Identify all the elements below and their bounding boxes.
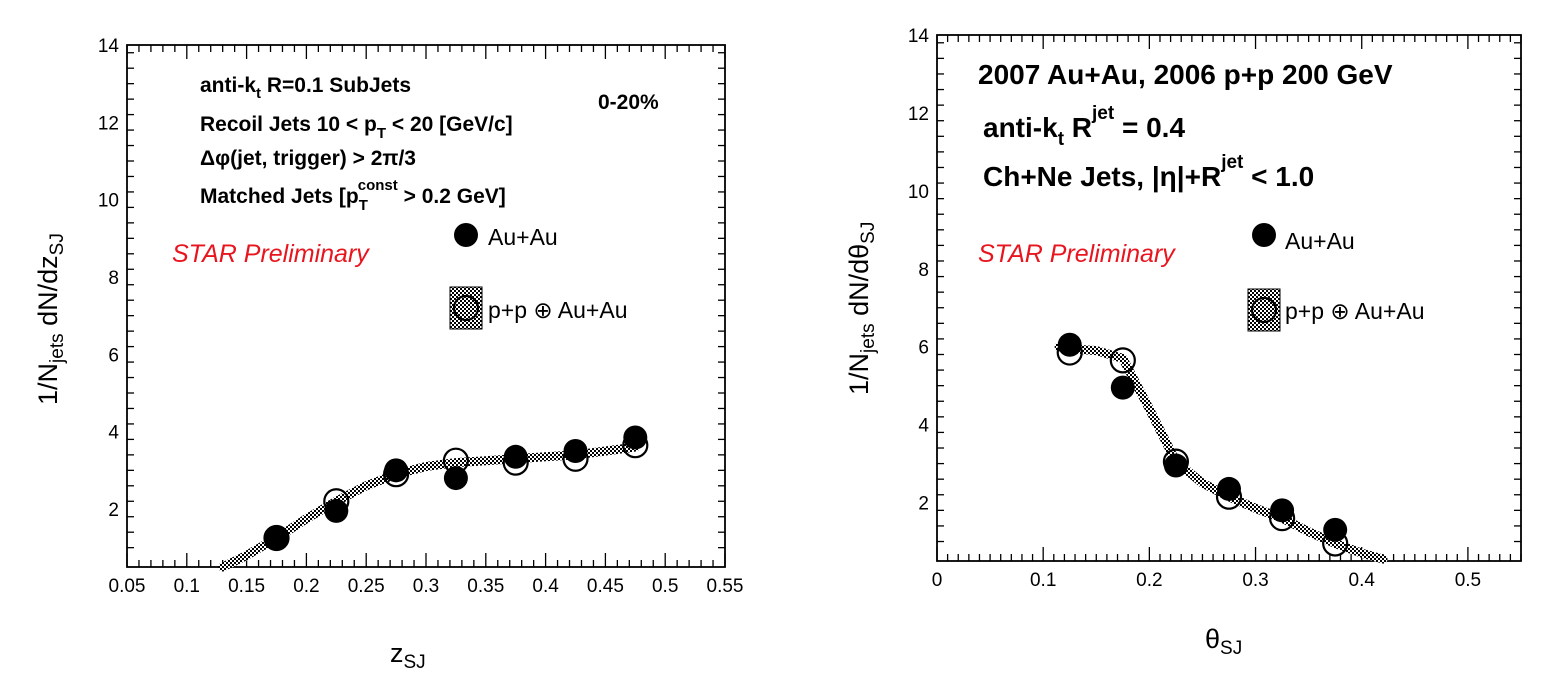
left-legend-label-pp: p+p ⊕ Au+Au: [488, 297, 628, 323]
left-y-tick-label: 6: [108, 345, 119, 366]
left-x-tick-label: 0.3: [413, 576, 439, 597]
left-plot-marks: [263, 425, 649, 552]
right-auau-point: [1163, 453, 1188, 478]
right-legend-marker-pp: [1250, 296, 1278, 324]
left-auau-point: [384, 458, 409, 483]
left-x-tick-label: 0.1: [174, 576, 200, 597]
right-y-tick-label: 6: [918, 338, 929, 359]
left-x-tick-label: 0.15: [228, 576, 265, 597]
right-x-tick-label: 0.5: [1455, 570, 1481, 591]
left-x-tick-label: 0.05: [109, 576, 146, 597]
left-systematic-band: [218, 442, 640, 572]
right-plot: 0 0.1 0.2 0.3 0.4 0.5 2 4 6 8 10 12 14 θSJ 1/Njets …: [844, 26, 1522, 659]
left-y-tick-label: 14: [98, 36, 120, 57]
left-auau-point: [324, 498, 349, 523]
right-legend-marker-band: [1247, 288, 1281, 332]
left-y-tick-label: 4: [108, 423, 119, 444]
right-pp-point: [1109, 347, 1136, 374]
left-y-tick-label: 2: [108, 500, 119, 521]
left-plot-ticks: [126, 45, 726, 567]
left-legend-marker-band: [449, 286, 483, 330]
left-annotation-centrality: 0-20%: [598, 91, 659, 114]
right-legend-label-auau: Au+Au: [1285, 228, 1355, 254]
left-x-tick-label: 0.2: [293, 576, 319, 597]
left-annotation-recoil: Recoil Jets 10 < pT < 20 [GeV/c]: [200, 113, 513, 142]
left-y-tick-label: 10: [98, 191, 119, 212]
left-x-tick-label: 0.45: [587, 576, 624, 597]
left-y-tick-labels: 2 4 6 8 10 12 14: [98, 36, 120, 521]
right-systematic-band: [1054, 342, 1388, 564]
right-plot-marks: [1056, 332, 1349, 557]
left-auau-point: [563, 439, 588, 463]
left-plot-band: [218, 442, 640, 572]
right-star-preliminary: STAR Preliminary: [978, 240, 1176, 268]
left-annotation-dphi: Δφ(jet, trigger) > 2π/3: [200, 147, 416, 170]
left-auau-point: [623, 425, 648, 450]
right-auau-point: [1270, 498, 1295, 523]
right-auau-point: [1217, 476, 1241, 501]
right-annotation-dataset: 2007 Au+Au, 2006 p+p 200 GeV: [978, 59, 1393, 90]
right-y-tick-label: 2: [918, 494, 929, 515]
right-legend-label-pp: p+p ⊕ Au+Au: [1285, 298, 1425, 324]
right-x-tick-label: 0: [932, 570, 943, 591]
left-x-tick-label: 0.55: [707, 576, 744, 597]
left-y-tick-label: 12: [98, 113, 119, 134]
left-auau-point: [503, 444, 528, 469]
right-x-tick-label: 0.1: [1030, 570, 1056, 591]
right-annotation-jet-def: anti-kt Rjet = 0.4: [983, 103, 1185, 150]
right-x-axis-title: θSJ: [1205, 624, 1242, 659]
left-y-tick-label: 8: [108, 268, 119, 289]
left-x-tick-label: 0.35: [467, 576, 504, 597]
left-annotation-jet-def: anti-kt R=0.1 SubJets: [200, 74, 411, 102]
left-auau-point: [264, 526, 289, 550]
right-y-tick-label: 14: [908, 26, 930, 47]
right-auau-point: [1110, 375, 1135, 400]
right-y-axis-title: 1/Njets dN/dθSJ: [844, 222, 879, 395]
left-legend-marker-auau: [454, 223, 478, 247]
right-plot-ticks: [936, 35, 1522, 561]
right-y-tick-label: 12: [908, 104, 929, 125]
left-star-preliminary: STAR Preliminary: [172, 240, 370, 268]
left-auau-point: [443, 466, 468, 491]
left-x-axis-title: zSJ: [390, 638, 426, 673]
left-legend-marker-pp: [452, 294, 480, 322]
left-plot: 0.05 0.1 0.15 0.2 0.25 0.3 0.35 0.4 0.45 0.5 0.55 …: [33, 36, 743, 673]
right-annotation-acceptance: Ch+Ne Jets, |η|+Rjet < 1.0: [983, 152, 1314, 192]
right-y-tick-label: 10: [908, 182, 929, 203]
right-legend-marker-auau: [1252, 223, 1276, 247]
right-plot-band: [1054, 342, 1388, 564]
left-legend-label-auau: Au+Au: [488, 224, 558, 250]
left-x-tick-label: 0.25: [348, 576, 385, 597]
right-x-tick-label: 0.4: [1349, 570, 1376, 591]
left-y-axis-title: 1/Njets dN/dzSJ: [33, 233, 68, 405]
right-y-tick-labels: 2 4 6 8 10 12 14: [908, 26, 930, 515]
right-x-tick-label: 0.3: [1242, 570, 1268, 591]
right-y-tick-label: 4: [918, 416, 929, 437]
right-y-tick-label: 8: [918, 260, 929, 281]
right-x-tick-label: 0.2: [1136, 570, 1162, 591]
left-x-tick-label: 0.5: [652, 576, 678, 597]
right-auau-point: [1057, 332, 1082, 357]
left-x-tick-label: 0.4: [532, 576, 559, 597]
right-plot-frame: [936, 34, 1522, 562]
left-annotation-matched: Matched Jets [pTconst > 0.2 GeV]: [200, 177, 506, 214]
right-auau-point: [1323, 517, 1348, 542]
left-x-tick-labels: 0.05 0.1 0.15 0.2 0.25 0.3 0.35 0.4 0.45 0.5 0.55: [109, 576, 744, 597]
right-x-tick-labels: 0 0.1 0.2 0.3 0.4 0.5: [932, 570, 1481, 591]
